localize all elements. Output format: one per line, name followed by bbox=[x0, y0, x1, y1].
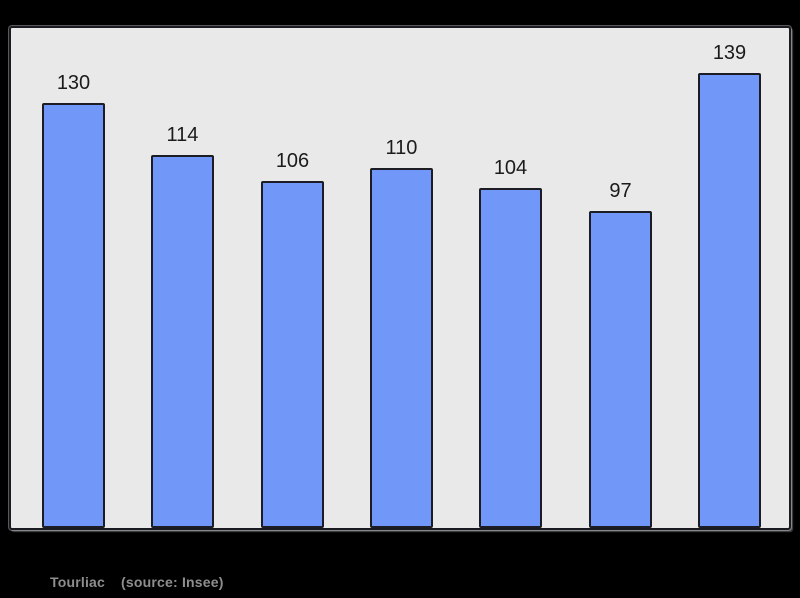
bar-value-label: 104 bbox=[493, 157, 528, 179]
bar bbox=[589, 211, 652, 528]
plot-area: 130 114 106 110 104 97 139 bbox=[9, 26, 791, 530]
bar-value-label: 114 bbox=[166, 124, 199, 146]
bar-value-label: 106 bbox=[275, 150, 310, 172]
bar-value-label: 139 bbox=[712, 42, 747, 64]
bar-value-label: 110 bbox=[385, 137, 418, 159]
bar bbox=[698, 73, 761, 528]
bar bbox=[370, 168, 433, 528]
bar bbox=[42, 103, 105, 528]
bar bbox=[261, 181, 324, 528]
caption-source-label: (source: Insee) bbox=[121, 574, 224, 590]
bars-container: 130 114 106 110 104 97 139 bbox=[11, 28, 789, 528]
caption: Tourliac (source: Insee) bbox=[50, 574, 224, 590]
bar bbox=[479, 188, 542, 528]
caption-place-label: Tourliac bbox=[50, 574, 106, 590]
bar-value-label: 97 bbox=[609, 180, 632, 202]
bar bbox=[151, 155, 214, 528]
bar-value-label: 130 bbox=[56, 72, 91, 94]
